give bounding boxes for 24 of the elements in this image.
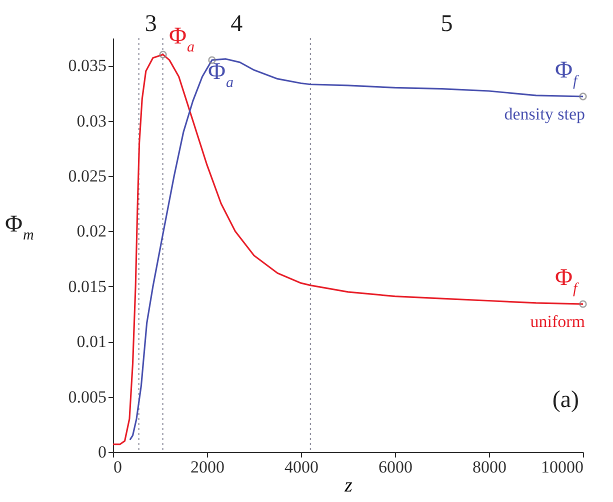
y-tick-label: 0.025 [68, 166, 106, 186]
x-tick-label: 2000 [190, 458, 224, 476]
y-tick-label: 0.02 [76, 222, 106, 241]
x-tick-label: 8000 [472, 458, 506, 476]
annotation: (a) [552, 387, 579, 413]
text: 4 [230, 11, 243, 37]
x-axis-title: z [344, 474, 353, 496]
y-tick-label: 0.005 [68, 387, 106, 406]
y-tick-label: 0.01 [76, 332, 106, 352]
series-label: density step [504, 104, 585, 124]
series-label: uniform [530, 312, 585, 332]
point [579, 92, 587, 100]
point [159, 50, 167, 58]
y-tick-label: 0.03 [76, 111, 106, 130]
x-tick-label: 4000 [284, 458, 318, 476]
x-tick-label: 0 [114, 458, 122, 476]
point [579, 300, 587, 308]
y-tick-label: 0.015 [68, 276, 106, 296]
y-tick-label: 0 [98, 442, 106, 462]
x-tick-label: 10000 [541, 458, 584, 476]
text: 5 [440, 11, 453, 37]
text: 3 [144, 11, 157, 37]
y-tick-label: 0.035 [68, 56, 106, 76]
x-tick-label: 6000 [378, 458, 412, 476]
